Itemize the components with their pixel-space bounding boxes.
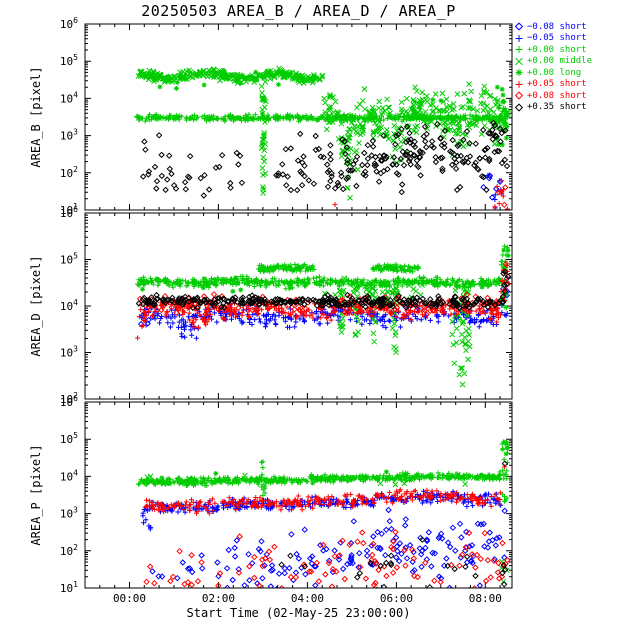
y-tick-label: 105 [60,431,78,446]
y-tick-label: 103 [60,345,78,360]
series-AREA_P-diamond-blue [149,506,508,588]
legend-label: +0.00 middle [527,56,593,67]
legend-label: +0.05 short [527,79,587,90]
legend-marker-diamond-icon [514,91,524,100]
y-axis-label-area-d: AREA_D [pixel] [29,255,43,357]
legend-label: −0.08 short [527,21,587,32]
legend-label: −0.05 short [527,33,587,44]
legend-item: −0.05 short [513,33,639,45]
legend-label: +0.08 short [527,90,587,101]
series-AREA_P-diamond-black [278,460,509,588]
series-AREA_P-diamond-red [143,528,511,588]
legend-label: +0.00 long [527,67,582,78]
legend-label: +0.00 short [527,44,587,55]
legend-marker-diamond-icon [514,103,524,112]
y-tick-label: 106 [60,205,78,220]
legend-label: +0.35 short [527,102,587,113]
series-AREA_D-asterisk-green [140,247,511,294]
y-tick-label: 104 [60,468,78,483]
series-AREA_D-diamond-black [135,268,512,312]
y-tick-label: 106 [60,16,78,31]
series-AREA_B-asterisk-green [157,67,510,148]
panel-frame [84,23,513,211]
legend-marker-plus-icon [515,80,523,88]
y-tick-label: 102 [60,165,78,180]
y-tick-label: 106 [60,394,78,409]
legend-item: +0.00 short [513,44,639,56]
legend-item: −0.08 short [513,21,639,33]
legend-item: +0.08 short [513,90,639,102]
x-axis-label: Start Time (02-May-25 23:00:00) [186,606,411,620]
y-axis-label-area-b: AREA_B [pixel] [29,66,43,168]
panel-frame [84,401,513,589]
y-tick-label: 104 [60,90,78,105]
legend-marker-asterisk-icon [515,69,523,77]
x-tick-label: 04:00 [291,592,324,605]
series-AREA_D-x-green [321,275,473,388]
series-AREA_P-asterisk-green [159,439,510,486]
legend-item: +0.05 short [513,79,639,91]
y-tick-label: 104 [60,298,78,313]
legend-marker-diamond-icon [514,22,524,31]
x-tick-label: 02:00 [202,592,235,605]
y-tick-label: 103 [60,128,78,143]
legend-item: +0.35 short [513,102,639,114]
legend-marker-plus-icon [515,34,523,42]
legend: −0.08 short −0.05 short +0.00 short +0.00 m… [513,21,639,113]
legend-marker-x-icon [515,57,523,66]
series-AREA_D-plus-green [135,243,510,311]
x-tick-label: 00:00 [113,592,146,605]
y-axis-label-area-p: AREA_P [pixel] [29,444,43,546]
y-tick-label: 105 [60,53,78,68]
y-tick-label: 102 [60,543,78,558]
y-tick-label: 101 [60,580,78,595]
chart-title: 20250503 AREA_B / AREA_D / AREA_P [141,2,456,20]
y-tick-label: 105 [60,252,78,267]
legend-item: +0.00 middle [513,56,639,68]
x-tick-label: 08:00 [469,592,502,605]
series-AREA_B-plus-red [332,178,510,210]
series-AREA_B-x-green [135,65,502,201]
x-tick-label: 06:00 [380,592,413,605]
series-AREA_P-plus-red [142,464,507,516]
series-AREA_B-diamond-red [495,184,509,209]
series-AREA_B-diamond-black [139,119,511,199]
legend-marker-plus-icon [515,46,523,54]
legend-item: +0.00 long [513,67,639,79]
y-tick-label: 103 [60,506,78,521]
panel-frame [84,212,513,400]
